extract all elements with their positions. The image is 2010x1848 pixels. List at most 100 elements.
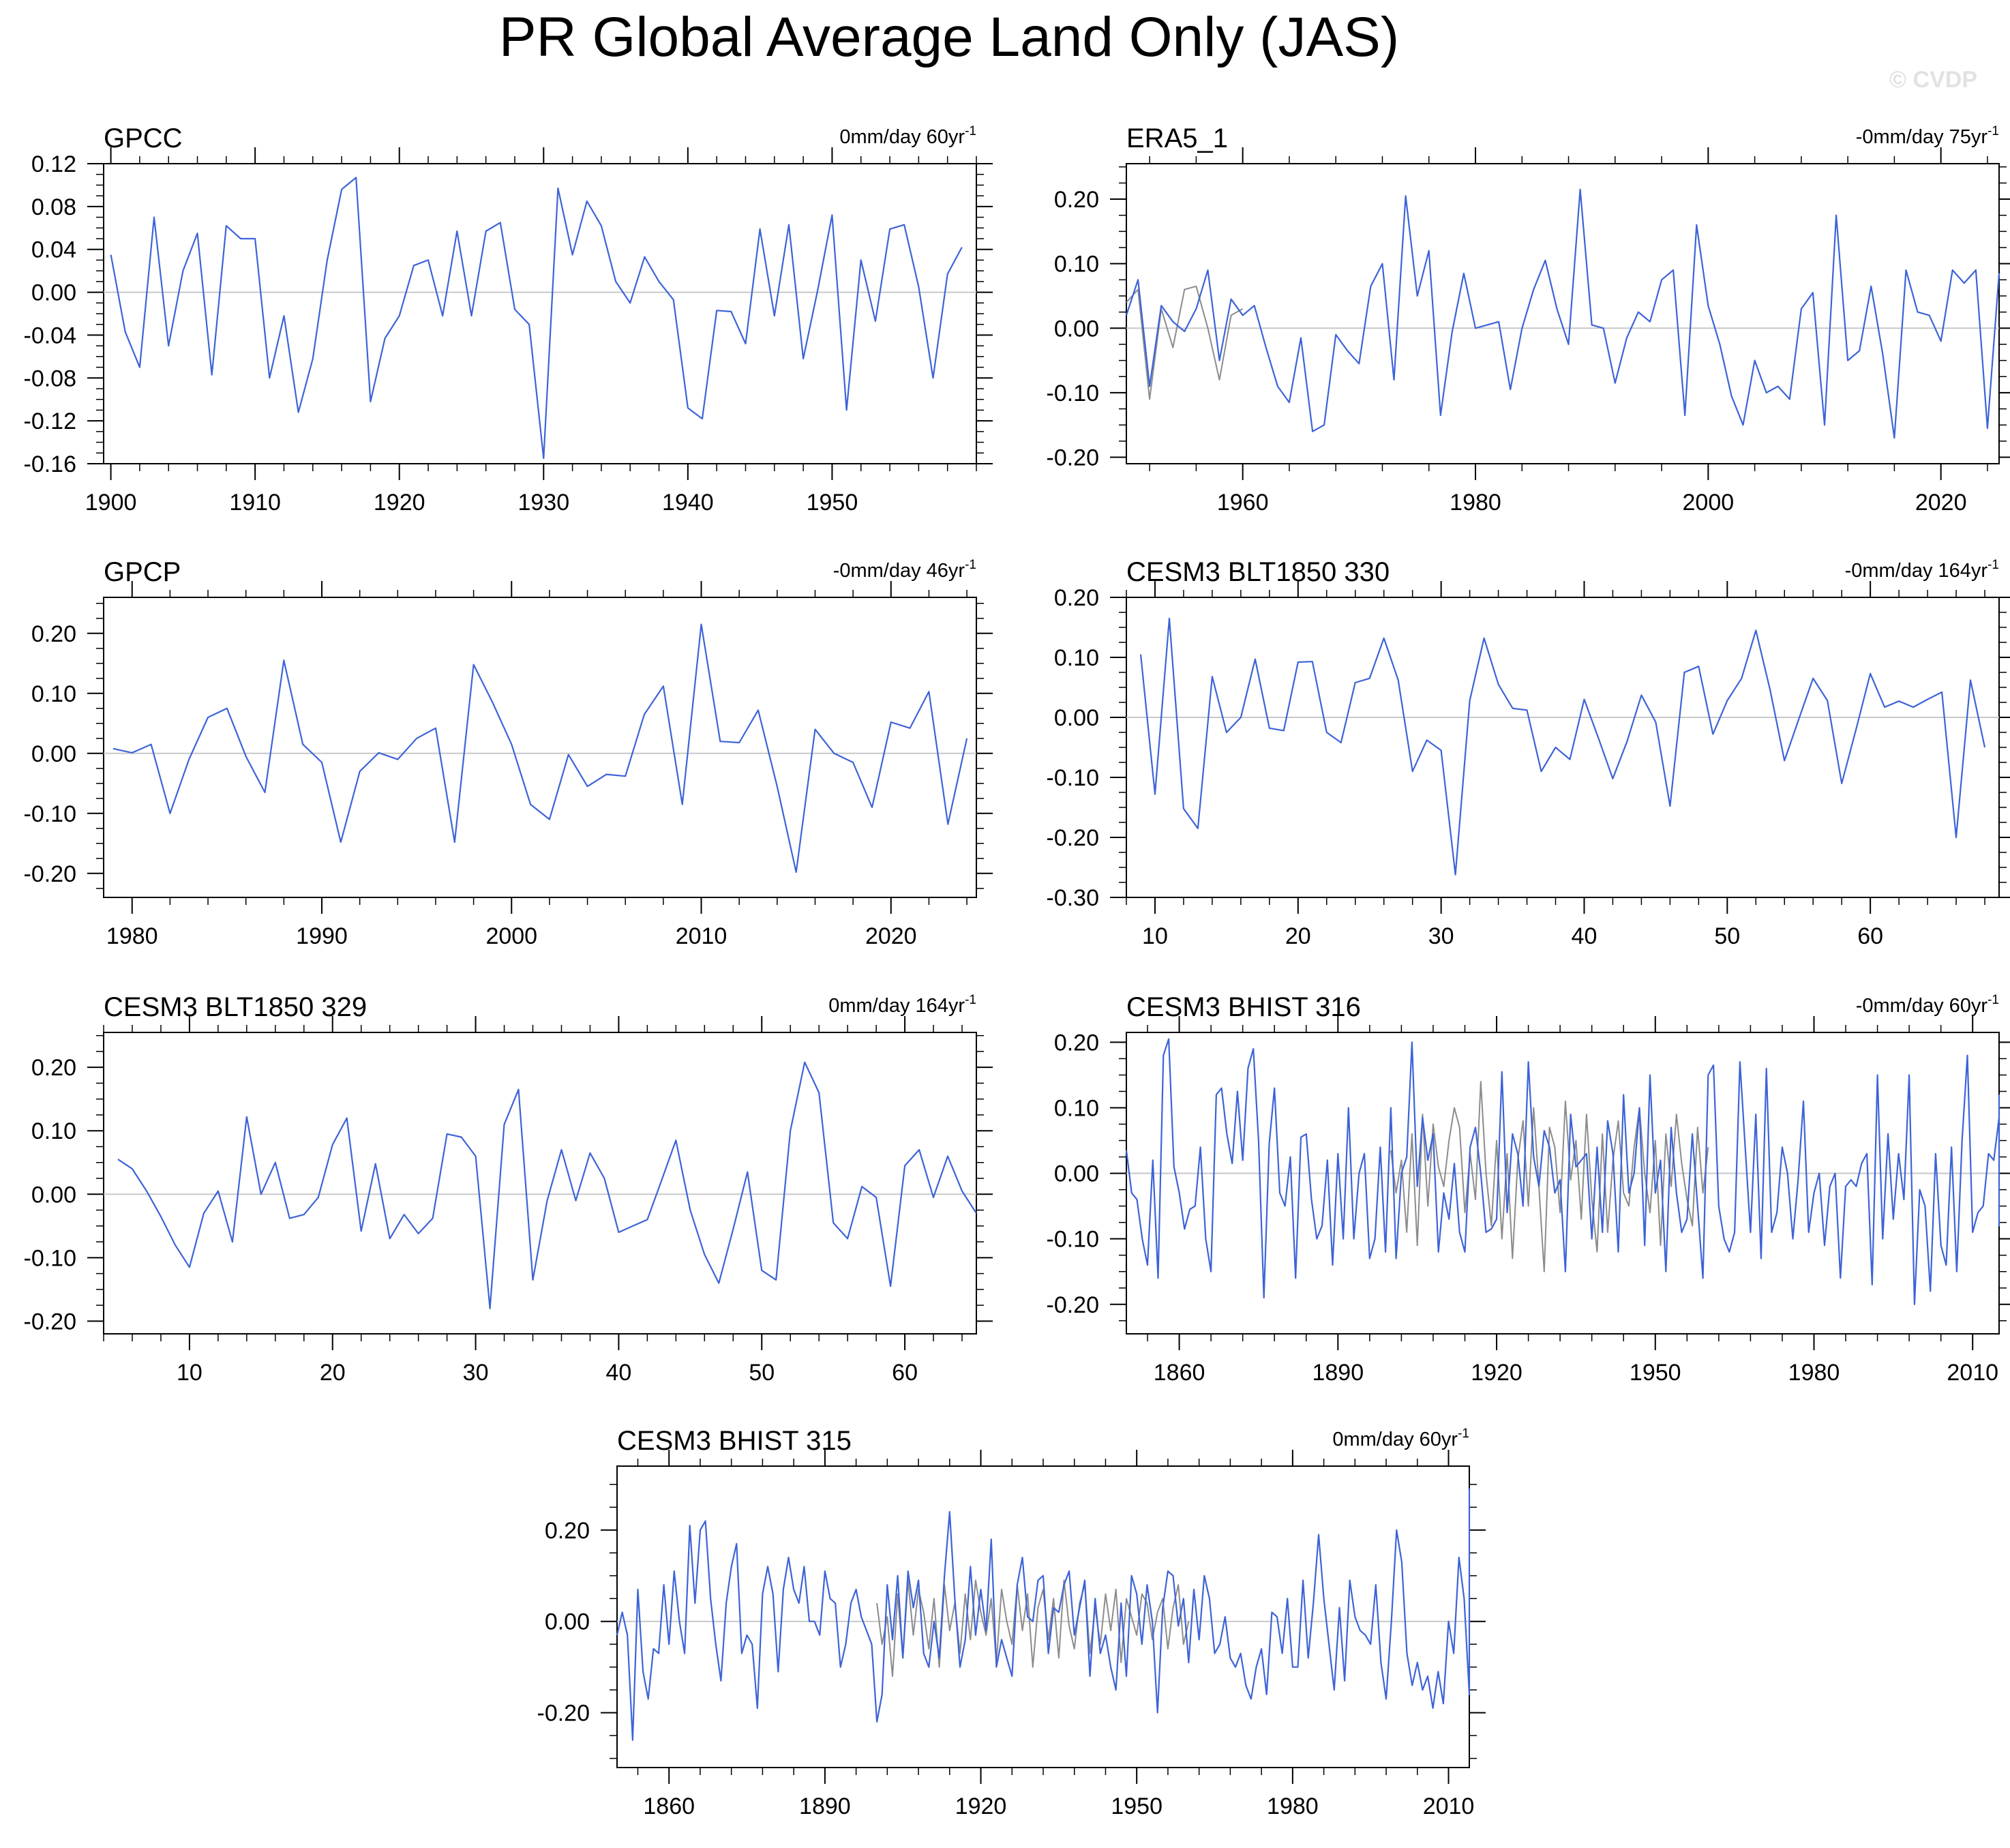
series-line-primary — [112, 623, 968, 874]
x-tick-label: 2010 — [1423, 1793, 1475, 1819]
x-tick-label: 1960 — [1217, 490, 1269, 516]
x-tick-label: 60 — [892, 1360, 918, 1386]
x-tick-label: 2010 — [676, 923, 728, 949]
y-tick-label: 0.00 — [1054, 1161, 1099, 1187]
y-tick-label: 0.00 — [31, 741, 76, 767]
series-line-primary — [616, 1488, 1471, 1741]
trend-superscript: -1 — [1458, 1427, 1469, 1441]
y-tick-label: 0.20 — [1054, 187, 1099, 213]
x-tick-label: 1910 — [229, 490, 281, 516]
x-tick-label: 2010 — [1947, 1360, 1998, 1386]
x-tick-label: 10 — [177, 1360, 202, 1386]
y-tick-label: 0.10 — [31, 1118, 76, 1144]
y-tick-label: 0.20 — [31, 621, 76, 647]
y-tick-label: -0.20 — [1047, 825, 1100, 851]
plot-frame — [616, 1465, 1470, 1768]
x-tick-label: 40 — [605, 1360, 631, 1386]
panels-container: GPCC 0mm/day 60yr-1 1900 1910 1920 1930 1940 19… — [24, 123, 2010, 1819]
y-tick-label: 0.04 — [31, 237, 76, 263]
chart-panel-4: CESM3 BLT1850 330 -0mm/day 164yr-1 10 20 30 4… — [1047, 557, 2010, 949]
y-tick-label: 0.08 — [31, 194, 76, 220]
y-tick-label: 0.20 — [1054, 1030, 1099, 1056]
y-tick-label: -0.10 — [1047, 381, 1100, 406]
y-tick-label: -0.10 — [24, 801, 77, 827]
y-tick-label: 0.10 — [1054, 1096, 1099, 1122]
panel-title: CESM3 BLT1850 329 — [104, 992, 367, 1022]
x-tick-label: 1900 — [85, 490, 137, 516]
panel-title: CESM3 BHIST 316 — [1126, 992, 1361, 1022]
y-tick-label: -0.10 — [24, 1245, 77, 1271]
y-tick-label: -0.20 — [24, 861, 77, 887]
x-tick-label: 60 — [1857, 923, 1883, 949]
y-tick-label: -0.30 — [1047, 885, 1100, 911]
y-tick-label: -0.20 — [1047, 1292, 1100, 1318]
panel-title: CESM3 BLT1850 330 — [1126, 557, 1390, 587]
plot-frame — [103, 1032, 977, 1335]
series-line-secondary — [1126, 285, 1244, 400]
series-line-secondary — [1390, 1081, 1709, 1272]
trend-superscript: -1 — [1987, 124, 1999, 138]
figure-title: PR Global Average Land Only (JAS) — [499, 6, 1399, 68]
x-tick-label: 1920 — [1471, 1360, 1522, 1386]
series-line-primary — [1125, 1038, 2000, 1305]
x-tick-label: 30 — [463, 1360, 489, 1386]
series-line-primary — [1125, 188, 2000, 439]
x-tick-label: 2000 — [485, 923, 537, 949]
panel-title: GPCC — [104, 123, 183, 153]
trend-superscript: -1 — [965, 124, 976, 138]
y-tick-label: -0.10 — [1047, 1227, 1100, 1253]
chart-panel-6: CESM3 BHIST 316 -0mm/day 60yr-1 1860 1890 19… — [1047, 992, 2010, 1386]
panel-title: GPCP — [104, 557, 181, 587]
chart-panel-5: CESM3 BLT1850 329 0mm/day 164yr-1 10 20 30 40… — [24, 992, 993, 1386]
chart-panel-3: GPCP -0mm/day 46yr-1 1980 1990 2000 2010 2020 -… — [24, 557, 993, 949]
x-tick-label: 1990 — [296, 923, 348, 949]
chart-panel-2: ERA5_1 -0mm/day 75yr-1 1960 1980 2000 2020 -0.… — [1047, 123, 2010, 516]
trend-superscript: -1 — [1987, 993, 1999, 1007]
trend-label: 0mm/day 60yr-1 — [839, 124, 976, 148]
y-tick-label: 0.20 — [1054, 585, 1099, 611]
panel-title: CESM3 BHIST 315 — [617, 1426, 852, 1456]
trend-label: -0mm/day 75yr-1 — [1856, 124, 1999, 148]
x-tick-label: 20 — [320, 1360, 346, 1386]
x-tick-label: 1930 — [518, 490, 569, 516]
plot-frame — [103, 597, 977, 898]
x-tick-label: 50 — [1714, 923, 1740, 949]
x-tick-label: 1980 — [1267, 1793, 1319, 1819]
x-tick-label: 1950 — [1111, 1793, 1162, 1819]
y-tick-label: 0.00 — [545, 1609, 590, 1635]
x-tick-label: 1980 — [106, 923, 158, 949]
series-line-primary — [1139, 617, 1986, 876]
x-tick-label: 1980 — [1788, 1360, 1840, 1386]
y-tick-label: 0.00 — [1054, 705, 1099, 731]
x-tick-label: 1860 — [643, 1793, 695, 1819]
trend-label: 0mm/day 164yr-1 — [828, 993, 976, 1017]
y-tick-label: -0.20 — [1047, 445, 1100, 471]
y-tick-label: -0.10 — [1047, 765, 1100, 791]
x-tick-label: 1950 — [1630, 1360, 1681, 1386]
y-tick-label: 0.00 — [1054, 316, 1099, 342]
y-tick-label: 0.20 — [545, 1518, 590, 1544]
x-tick-label: 1980 — [1450, 490, 1501, 516]
x-tick-label: 10 — [1142, 923, 1168, 949]
plot-frame — [1126, 597, 2000, 898]
x-tick-label: 50 — [749, 1360, 775, 1386]
y-tick-label: 0.10 — [31, 681, 76, 707]
x-tick-label: 1890 — [799, 1793, 851, 1819]
x-tick-label: 2020 — [1915, 490, 1967, 516]
x-tick-label: 1920 — [374, 490, 425, 516]
x-tick-label: 40 — [1572, 923, 1597, 949]
y-tick-label: -0.20 — [24, 1309, 77, 1335]
x-tick-label: 20 — [1285, 923, 1311, 949]
series-line-primary — [110, 177, 963, 460]
watermark: © CVDP — [1889, 67, 1977, 93]
series-line-primary — [117, 1061, 977, 1309]
trend-superscript: -1 — [965, 558, 976, 572]
y-tick-label: 0.20 — [31, 1055, 76, 1081]
y-tick-label: 0.10 — [1054, 252, 1099, 278]
panel-title: ERA5_1 — [1126, 123, 1228, 153]
trend-label: 0mm/day 60yr-1 — [1332, 1427, 1469, 1450]
x-tick-label: 1860 — [1154, 1360, 1205, 1386]
trend-label: -0mm/day 164yr-1 — [1845, 558, 1999, 582]
x-tick-label: 1940 — [662, 490, 714, 516]
